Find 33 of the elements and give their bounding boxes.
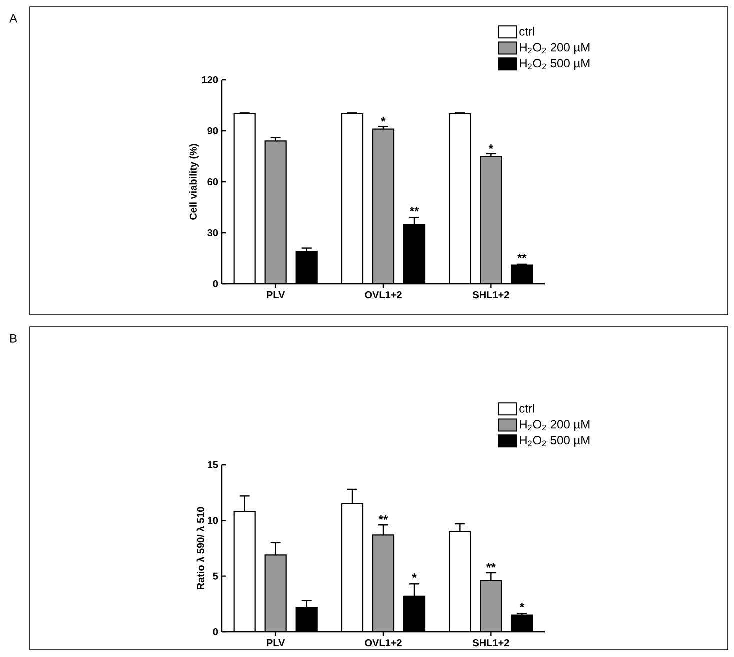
y-tick-label: 120 [202,76,218,84]
x-tick-label: PLV [267,292,286,298]
annotation: ** [518,254,527,258]
y-tick-label: 0 [213,628,218,636]
legend-label: H$_{2}$O$_{2}$ 200 µM [520,43,590,54]
y-tick-label: 90 [208,127,218,135]
y-tick-label: 60 [208,178,218,186]
x-tick-label: OVL1+2 [365,640,402,647]
legend-label: H$_{2}$O$_{2}$ 500 µM [520,59,590,70]
legend-label: ctrl [520,27,534,36]
annotation: ** [486,563,496,568]
y-axis-title: Cell viability (%) [190,144,199,220]
annotation: * [381,117,386,122]
annotation: * [520,603,524,608]
y-tick-label: 30 [208,229,218,237]
x-tick-label: OVL1+2 [365,292,402,299]
annotation: * [488,144,494,150]
y-tick-label: 10 [208,517,218,524]
x-tick-label: SHL1+2 [472,640,510,647]
y-axis-title: Ratio λ 590/ λ 510 [196,507,204,590]
legend-label: H$_{2}$O$_{2}$ 500 µM [520,436,590,448]
x-tick-label: PLV [267,640,286,646]
text: A [10,14,18,23]
annotation: ** [378,516,388,520]
x-tick-label: SHL1+2 [472,292,510,299]
y-tick-label: 15 [208,462,218,468]
y-tick-label: 0 [213,280,218,288]
legend-label: H$_{2}$O$_{2}$ 200 µM [520,420,590,432]
annotation: * [412,574,417,578]
legend-label: ctrl [520,404,534,413]
annotation: ** [410,207,420,212]
y-tick-label: 5 [213,572,218,580]
text: B [10,334,17,343]
